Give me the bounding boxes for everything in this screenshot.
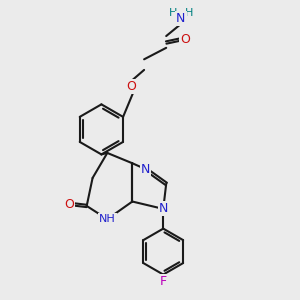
Text: N: N: [159, 202, 168, 215]
Text: O: O: [126, 80, 136, 93]
Text: F: F: [160, 275, 167, 288]
Text: H: H: [185, 8, 193, 18]
Text: N: N: [176, 13, 186, 26]
Text: NH: NH: [99, 214, 116, 224]
Text: O: O: [180, 33, 190, 46]
Text: O: O: [64, 198, 74, 211]
Text: H: H: [169, 8, 177, 18]
Text: N: N: [141, 163, 150, 176]
